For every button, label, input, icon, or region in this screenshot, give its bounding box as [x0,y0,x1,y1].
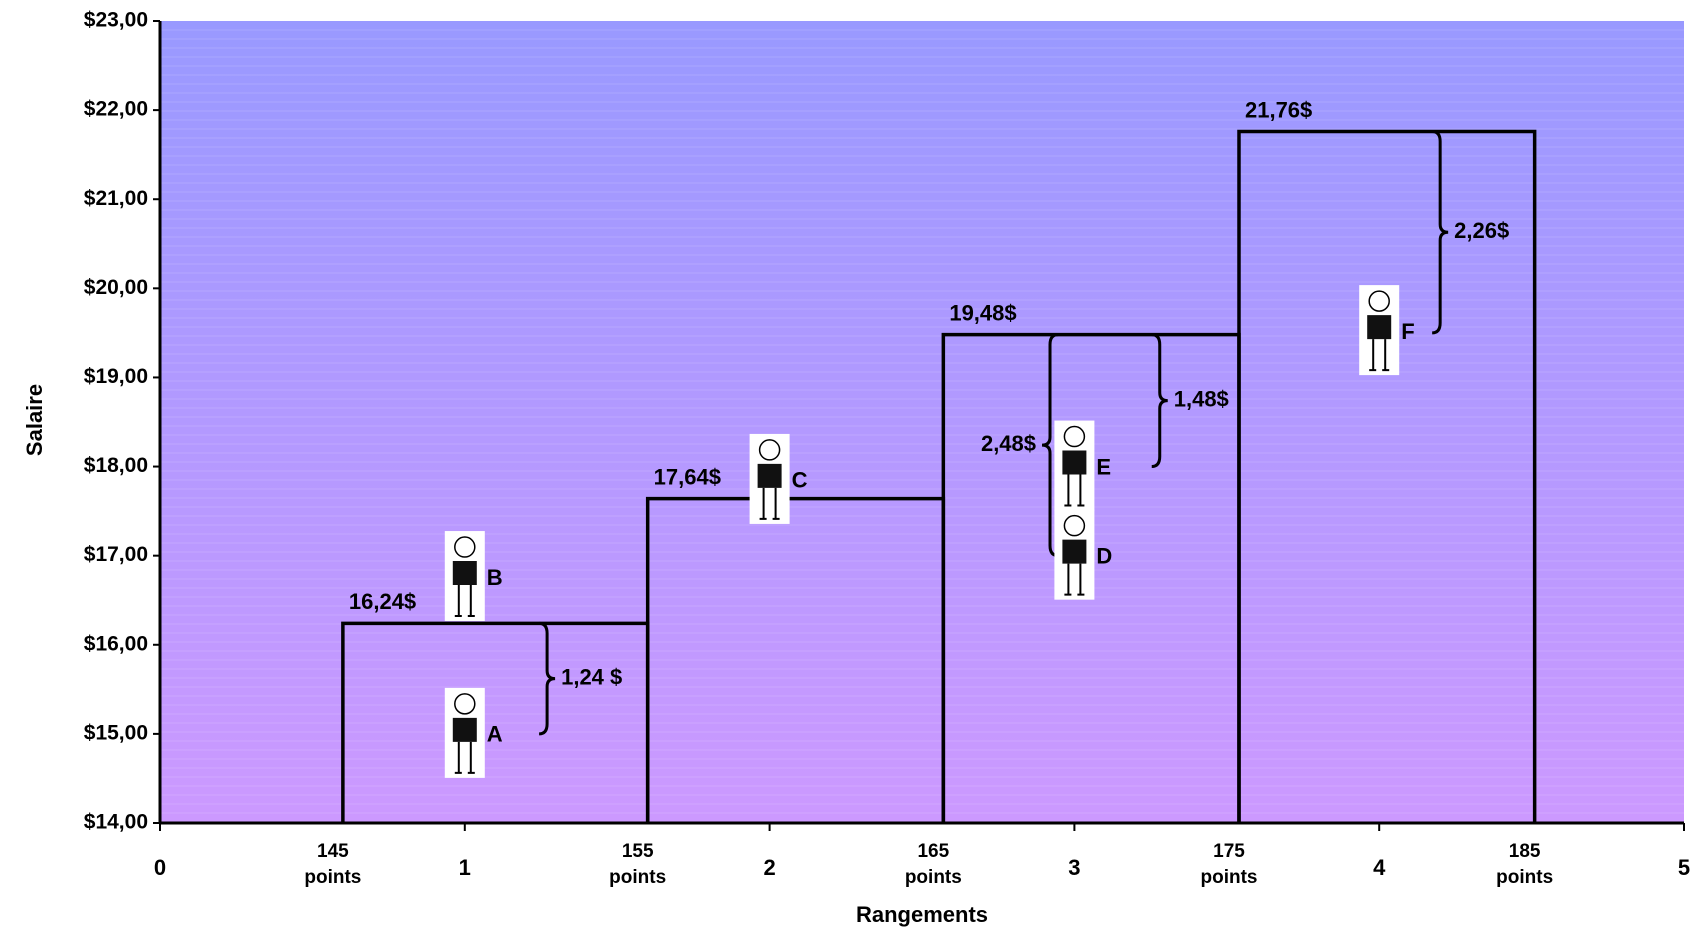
x-tick-label: 0 [154,855,166,880]
gap-label: 2,26$ [1454,218,1509,243]
value-label: 19,48$ [949,300,1016,325]
figure-head [1369,291,1389,311]
y-tick-label: $23,00 [84,9,148,32]
x-tick-label: 1 [459,855,471,880]
y-tick-label: $16,00 [84,632,148,655]
plot-background [160,21,1684,823]
employee-name: F [1401,319,1414,344]
y-tick-label: $18,00 [84,454,148,477]
employee-name: D [1096,543,1112,568]
x-axis-label: Rangements [856,902,988,927]
gap-label: 1,48$ [1174,386,1229,411]
range-bound-label: 155 points [598,839,678,891]
figure-head [455,694,475,714]
value-label: 17,64$ [654,464,721,489]
gap-label: 1,24 $ [561,664,622,689]
figure-body [453,718,477,742]
figure-body [758,464,782,488]
y-tick-label: $17,00 [84,543,148,566]
range-bound-label: 165 points [893,839,973,891]
employee-figure [445,531,485,621]
y-tick-label: $14,00 [84,811,148,834]
figure-body [1062,540,1086,564]
y-tick-label: $15,00 [84,721,148,744]
value-label: 16,24$ [349,589,416,614]
figure-head [455,537,475,557]
range-bound-label: 175 points [1189,839,1269,891]
employee-figure [750,434,790,524]
x-tick-label: 2 [763,855,775,880]
figure-body [1062,451,1086,475]
figure-body [1367,315,1391,339]
x-tick-label: 4 [1373,855,1386,880]
figure-head [760,440,780,460]
figure-body [453,561,477,585]
x-tick-label: 5 [1678,855,1690,880]
employee-figure [445,688,485,778]
y-tick-label: $21,00 [84,187,148,210]
figure-head [1064,427,1084,447]
employee-name: E [1096,454,1111,479]
range-bound-label: 145 points [293,839,373,891]
employee-name: B [487,565,503,590]
figure-head [1064,516,1084,536]
employee-name: C [792,468,808,493]
y-tick-label: $19,00 [84,365,148,388]
range-bound-label: 185 points [1485,839,1565,891]
chart-svg: Salaire Rangements $14,00 $15,00 $16,00 $17… [0,0,1698,930]
y-tick-label: $22,00 [84,98,148,121]
employee-figure [1359,285,1399,375]
x-tick-label: 3 [1068,855,1080,880]
gap-label: 2,48$ [981,431,1036,456]
value-label: 21,76$ [1245,97,1312,122]
employee-figure [1054,421,1094,511]
employee-name: A [487,722,503,747]
y-axis-label: Salaire [22,384,47,456]
y-tick-label: $20,00 [84,276,148,299]
chart: Salaire Rangements $14,00 $15,00 $16,00 $17… [0,0,1698,930]
employee-figure [1054,510,1094,600]
